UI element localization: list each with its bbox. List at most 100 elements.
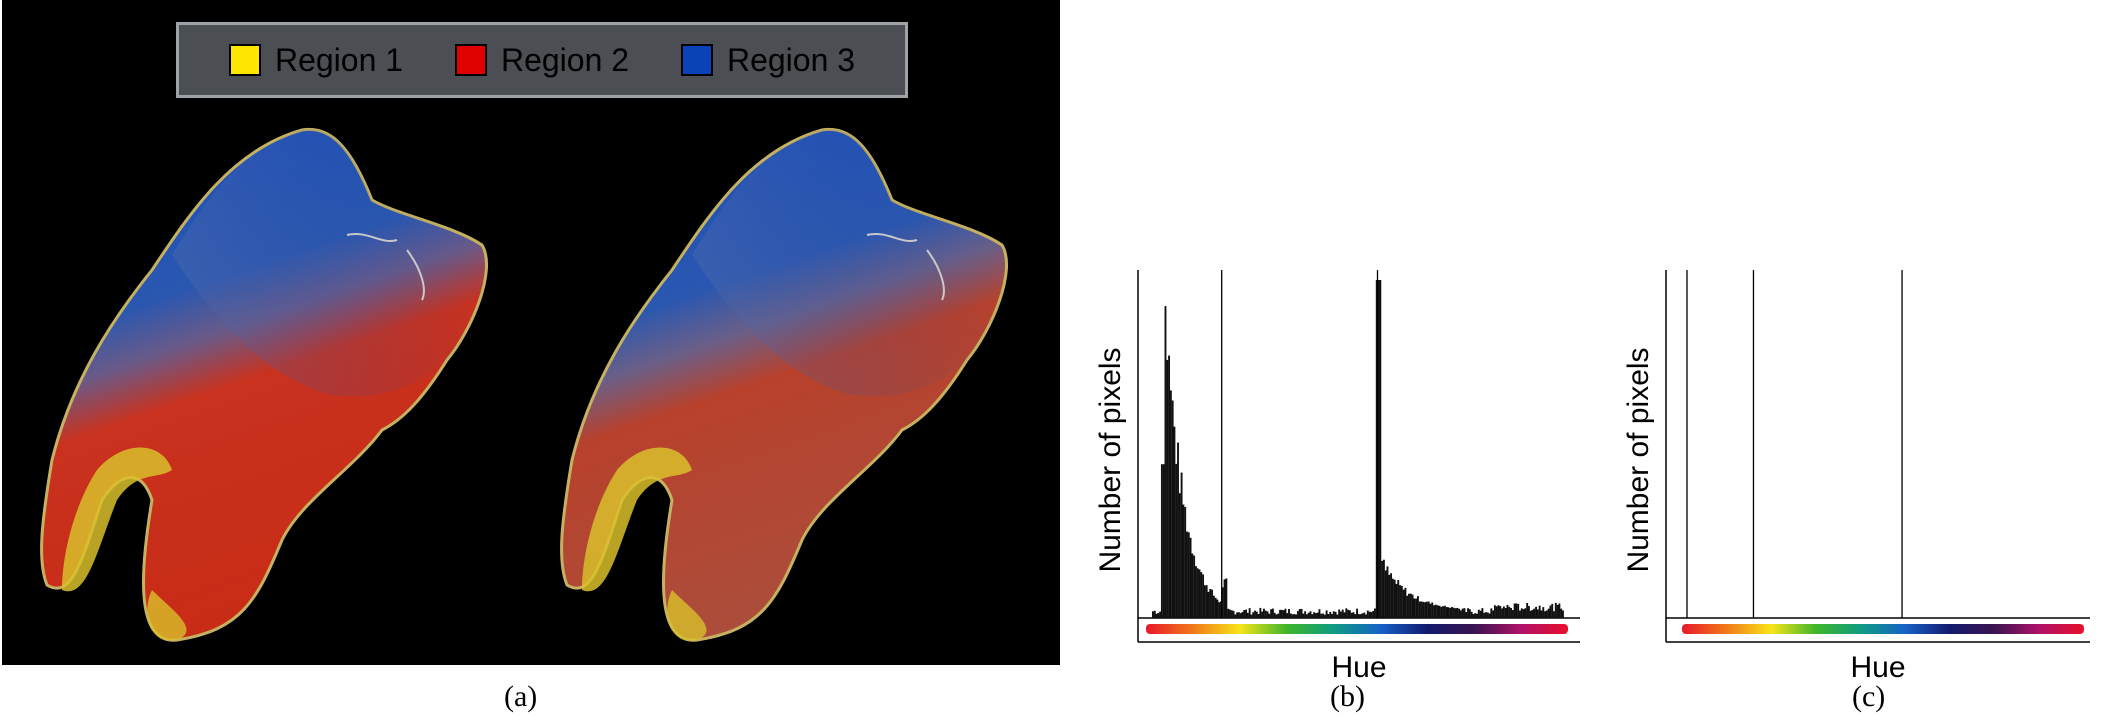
histogram-bar (1163, 464, 1165, 618)
histogram-bar (1157, 613, 1159, 618)
histogram-bar (1360, 614, 1362, 618)
histogram-bar (1200, 572, 1202, 618)
histogram-bar (1240, 613, 1242, 618)
histogram-bar (1216, 600, 1218, 618)
histogram-bar (1553, 611, 1555, 618)
histogram-bar (1455, 608, 1457, 618)
histogram-bar (1252, 612, 1254, 618)
histogram-bar (1395, 584, 1397, 618)
histogram-bar (1514, 603, 1516, 618)
histogram-bar (1267, 611, 1269, 618)
histogram-bar (1523, 609, 1525, 618)
histogram-bar (1519, 611, 1521, 618)
histogram-bar (1265, 611, 1267, 618)
histogram-bar (1381, 561, 1383, 618)
histogram-bar (1370, 612, 1372, 618)
histogram-bars (1152, 280, 1564, 618)
histogram-bar (1408, 594, 1410, 618)
histogram-bar (1419, 602, 1421, 618)
histogram-bar (1173, 427, 1175, 618)
histogram-bar (1184, 507, 1186, 618)
histogram-bar (1422, 602, 1424, 618)
histogram-bar (1329, 612, 1331, 618)
histogram-bar (1501, 608, 1503, 618)
histogram-bar (1562, 610, 1564, 618)
histogram-bar (1505, 608, 1507, 618)
histogram-bar (1338, 610, 1340, 618)
histogram-bar (1515, 603, 1517, 618)
histogram-bar (1533, 609, 1535, 618)
histogram-bar (1234, 614, 1236, 618)
histogram-bar (1182, 505, 1184, 618)
histogram-bar (1356, 609, 1358, 618)
histogram-bar (1526, 603, 1528, 618)
caption-c: (c) (1852, 680, 1885, 714)
histogram-bar (1170, 390, 1172, 618)
histogram-bar (1188, 532, 1190, 618)
histogram-bar (1277, 614, 1279, 618)
histogram-bar (1209, 589, 1211, 618)
y-axis-label: Number of pixels (1622, 347, 1655, 572)
histogram-bar (1340, 612, 1342, 618)
histogram-bar (1258, 614, 1260, 618)
histogram-bar (1236, 612, 1238, 618)
histogram-bar (1154, 611, 1156, 618)
histogram-bar (1542, 607, 1544, 618)
histogram-bar (1349, 610, 1351, 618)
histogram-bar (1424, 602, 1426, 618)
histogram-bar (1476, 614, 1478, 618)
histogram-bar (1317, 613, 1319, 618)
histogram-bar (1202, 574, 1204, 618)
histogram-bar (1387, 566, 1389, 618)
histogram-bar (1507, 605, 1509, 618)
legend-entry-region-1: Region 1 (229, 42, 403, 79)
histogram-bar (1467, 608, 1469, 618)
histogram-bar (1379, 280, 1381, 618)
histogram-bar (1161, 464, 1163, 618)
histogram-bar (1403, 590, 1405, 618)
histogram-bar (1551, 604, 1553, 618)
histogram-bar (1447, 607, 1449, 618)
histogram-bar (1263, 609, 1265, 618)
histogram-bar (1177, 443, 1179, 618)
histogram-bar (1453, 608, 1455, 618)
histogram-bar (1413, 598, 1415, 618)
histogram-bar (1541, 610, 1543, 618)
histogram-bar (1166, 360, 1168, 618)
histogram-bar (1313, 612, 1315, 618)
histogram-bar (1292, 614, 1294, 618)
histogram-bar (1374, 608, 1376, 618)
legend-swatch-red (455, 44, 487, 76)
histogram-bar (1544, 611, 1546, 618)
histogram-bar (1512, 610, 1514, 618)
histogram-bar (1245, 610, 1247, 618)
histogram-bar (1508, 607, 1510, 618)
histogram-bar (1290, 613, 1292, 618)
histogram-bar (1558, 604, 1560, 618)
histogram-bar (1415, 599, 1417, 618)
histogram-bar (1521, 608, 1523, 618)
histogram-bar (1412, 595, 1414, 618)
histogram-bar (1426, 602, 1428, 618)
histogram-bar (1270, 609, 1272, 618)
histogram-bar (1440, 607, 1442, 618)
histogram-bar (1283, 610, 1285, 618)
histogram-bar (1546, 610, 1548, 618)
histogram-bar (1302, 614, 1304, 618)
y-axis-label: Number of pixels (1094, 347, 1127, 572)
histogram-bar (1383, 560, 1385, 618)
histogram-bar (1197, 568, 1199, 618)
histogram-bar (1410, 594, 1412, 618)
histogram-bar (1231, 610, 1233, 618)
histogram-bar (1458, 609, 1460, 618)
histogram-bar (1208, 592, 1210, 618)
histogram-bar (1172, 400, 1174, 618)
histogram-bar (1336, 615, 1338, 618)
histogram-bar (1218, 602, 1220, 618)
histogram-bar (1324, 615, 1326, 618)
histogram-bar (1449, 608, 1451, 618)
histogram-bar (1435, 605, 1437, 618)
legend-entry-region-2: Region 2 (455, 42, 629, 79)
histogram-bar (1311, 614, 1313, 618)
histogram-bar (1206, 585, 1208, 618)
